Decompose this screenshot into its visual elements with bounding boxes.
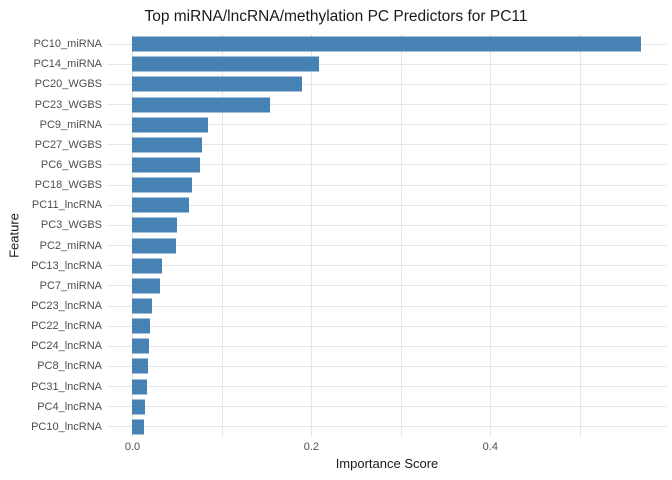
y-tick-label: PC4_lncRNA (37, 400, 102, 413)
bar (132, 298, 153, 314)
y-tick-label: PC23_lncRNA (31, 300, 102, 313)
bar-row (107, 175, 667, 195)
bar-row (107, 135, 667, 155)
bar-row (107, 195, 667, 215)
y-axis-tick-labels: PC10_miRNA PC14_miRNA PC20_WGBS PC23_WGBS PC… (0, 34, 102, 437)
y-gridline (107, 83, 667, 85)
y-tick-label: PC18_WGBS (34, 179, 102, 192)
y-tick-label: PC14_miRNA (33, 58, 102, 71)
y-tick-label: PC10_lncRNA (31, 420, 102, 433)
y-tick-label: PC20_WGBS (34, 78, 102, 91)
y-gridline (107, 63, 667, 65)
y-gridline (107, 164, 667, 166)
bar-row (107, 377, 667, 397)
x-axis-title: Importance Score (335, 456, 439, 471)
y-tick-label: PC24_lncRNA (31, 340, 102, 353)
x-tick-label: 0.2 (303, 441, 320, 453)
bar-row (107, 356, 667, 376)
x-gridline (311, 34, 313, 437)
bar-row (107, 336, 667, 356)
bar (132, 379, 147, 395)
bar (132, 56, 320, 72)
bar (132, 217, 178, 233)
x-gridline (400, 34, 402, 437)
bar-row (107, 94, 667, 114)
bar (132, 117, 208, 133)
chart-title: Top miRNA/lncRNA/methylation PC Predicto… (144, 8, 528, 25)
y-tick-label: PC31_lncRNA (31, 380, 102, 393)
y-tick-label: PC22_lncRNA (31, 320, 102, 333)
y-gridline (107, 124, 667, 126)
y-gridline (107, 365, 667, 367)
bar-row (107, 397, 667, 417)
bar-row (107, 316, 667, 336)
bar-row (107, 296, 667, 316)
y-gridline (107, 245, 667, 247)
bar (132, 419, 145, 435)
y-gridline (107, 204, 667, 206)
bar (132, 76, 303, 92)
y-gridline (107, 285, 667, 287)
x-tick-label: 0.0 (124, 441, 141, 453)
bar-row (107, 236, 667, 256)
y-gridline (107, 184, 667, 186)
y-tick-label: PC8_lncRNA (37, 360, 102, 373)
y-tick-label: PC3_WGBS (40, 219, 102, 232)
bar (132, 238, 177, 254)
bar (132, 197, 189, 213)
y-tick-label: PC6_WGBS (40, 158, 102, 171)
y-tick-label: PC2_miRNA (39, 239, 102, 252)
plot-panel (107, 34, 667, 437)
y-tick-label: PC27_WGBS (34, 138, 102, 151)
y-gridline (107, 426, 667, 428)
bar (132, 157, 200, 173)
bar-row (107, 34, 667, 54)
y-tick-label: PC23_WGBS (34, 98, 102, 111)
x-gridline (132, 34, 134, 437)
x-gridline (579, 34, 581, 437)
bar (132, 258, 162, 274)
bar-row (107, 74, 667, 94)
bar (132, 278, 161, 294)
bar (132, 36, 642, 52)
y-tick-label: PC13_lncRNA (31, 259, 102, 272)
bar (132, 177, 192, 193)
y-gridline (107, 305, 667, 307)
y-gridline (107, 265, 667, 267)
y-gridline (107, 345, 667, 347)
y-gridline (107, 406, 667, 408)
bar-row (107, 215, 667, 235)
y-tick-label: PC9_miRNA (39, 118, 102, 131)
y-gridline (107, 386, 667, 388)
bar-row (107, 54, 667, 74)
y-gridline (107, 325, 667, 327)
bar-row (107, 276, 667, 296)
bar (132, 137, 203, 153)
bar-row (107, 417, 667, 437)
y-gridline (107, 224, 667, 226)
bar (132, 318, 151, 334)
bar (132, 399, 145, 415)
bar (132, 358, 148, 374)
y-gridline (107, 104, 667, 105)
x-tick-label: 0.4 (482, 441, 498, 453)
y-tick-label: PC11_lncRNA (31, 199, 102, 212)
bar-row (107, 256, 667, 276)
bar-row (107, 155, 667, 175)
y-tick-label: PC7_miRNA (39, 279, 102, 292)
bar-row (107, 115, 667, 135)
y-tick-label: PC10_miRNA (33, 38, 102, 51)
x-gridline (490, 34, 492, 437)
y-gridline (107, 144, 667, 146)
bar (132, 338, 149, 354)
bar (132, 97, 271, 112)
x-gridline (221, 34, 223, 437)
